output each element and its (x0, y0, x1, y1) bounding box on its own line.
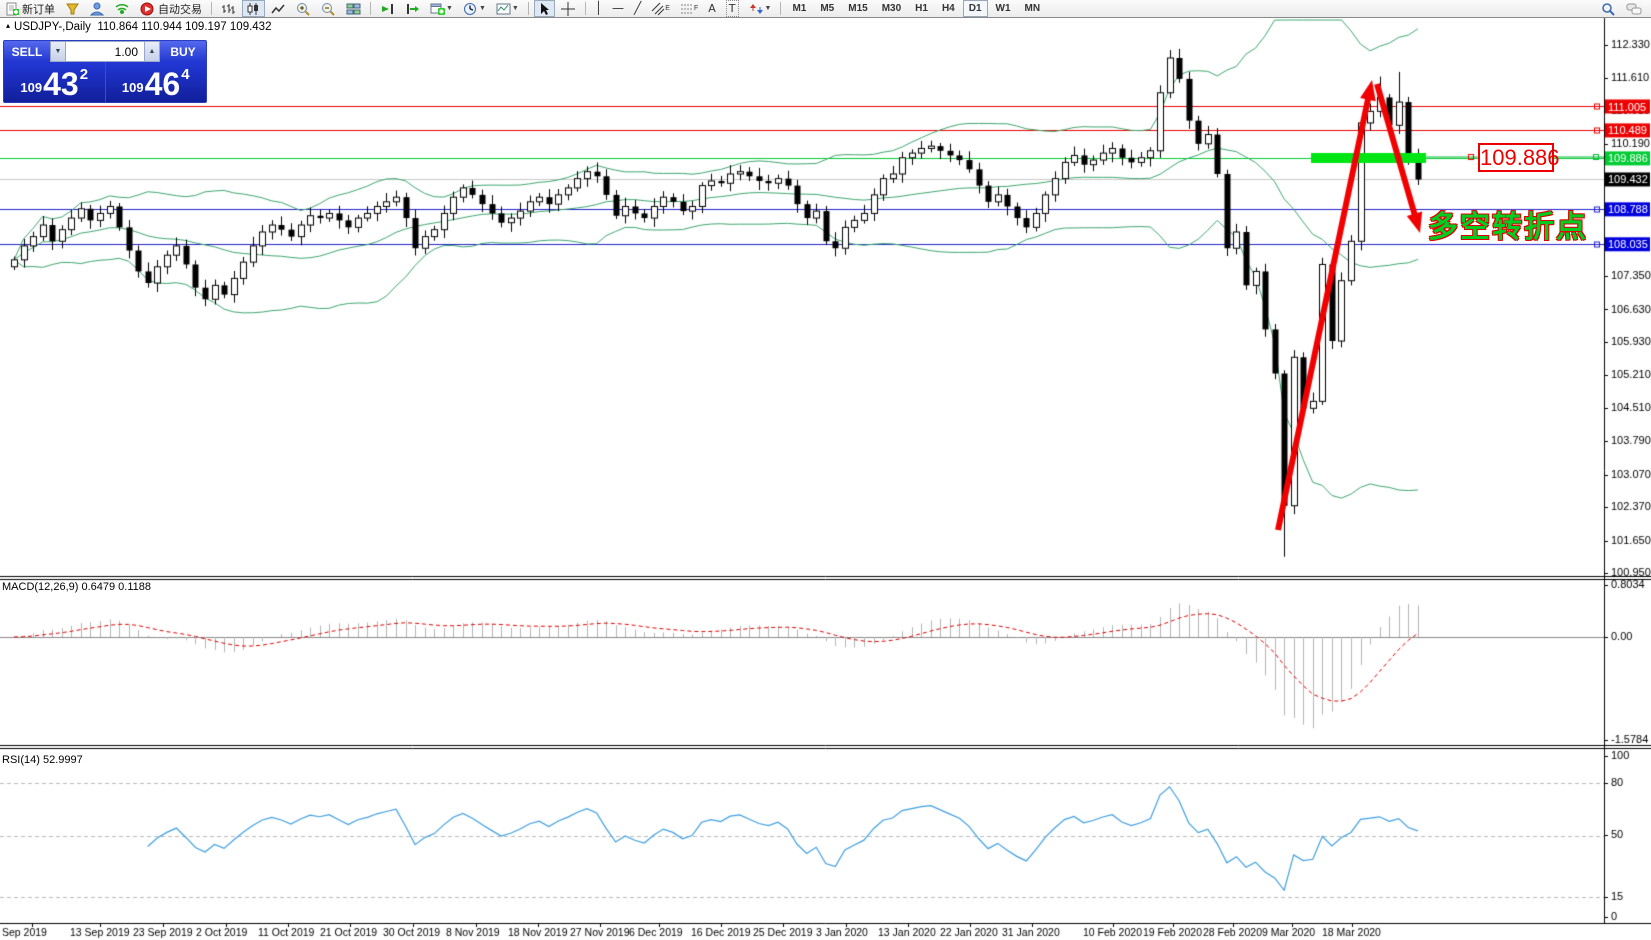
cursor-icon (538, 2, 551, 16)
text-tool-button[interactable]: A (704, 0, 720, 17)
new-order-label: 新订单 (22, 3, 55, 16)
line-chart-icon (271, 2, 286, 16)
bid-prefix: 109 (20, 80, 43, 95)
trendline-tool-button[interactable]: ╱ (630, 0, 645, 17)
vertical-line-tool-button[interactable]: │ (591, 0, 606, 17)
arrows-tool-button[interactable]: ▼ (745, 0, 776, 17)
macd-label: MACD(12,26,9) 0.6479 0.1188 (2, 581, 151, 593)
text-label-icon: T (725, 0, 739, 17)
zoom-out-button[interactable] (317, 0, 340, 17)
clock-icon (463, 2, 478, 16)
channel-tool-button[interactable]: E (647, 0, 674, 17)
crosshair-icon (560, 1, 576, 16)
candle-chart-type-button[interactable] (242, 0, 265, 17)
template-caret: ▼ (511, 5, 519, 12)
fibonacci-sub-label: F (693, 5, 699, 12)
channel-sub-label: E (665, 5, 670, 12)
bar-chart-icon (221, 2, 236, 16)
timeframe-bar: M1 M5 M15 M30 H1 H4 D1 W1 MN (785, 0, 1047, 17)
tf-mn[interactable]: MN (1024, 3, 1041, 14)
signals-button[interactable] (111, 0, 134, 17)
collapse-marker-icon[interactable]: ▴ (6, 21, 11, 30)
ask-big: 46 (144, 66, 181, 102)
zoom-out-icon (321, 2, 336, 16)
person-icon (90, 2, 105, 16)
horizontal-line-icon: — (612, 1, 625, 15)
new-chart-button[interactable]: ▼ (426, 0, 457, 17)
fibonacci-icon (680, 2, 694, 16)
ask-sup: 4 (181, 66, 190, 83)
symbol-period-label: USDJPY-,Daily (14, 21, 91, 33)
bar-chart-type-button[interactable] (217, 0, 240, 17)
candlestick-chart-icon (246, 2, 261, 16)
tf-w1[interactable]: W1 (995, 3, 1011, 14)
chat-icon (1626, 2, 1642, 16)
auto-scroll-button[interactable] (376, 0, 399, 17)
zoom-in-icon (296, 2, 311, 16)
tf-m1[interactable]: M1 (792, 3, 807, 14)
volume-up-button[interactable]: ▲ (144, 41, 160, 62)
toolbar: 新订单 自动交易 (0, 0, 1651, 18)
chat-button[interactable] (1622, 0, 1646, 17)
tf-d1[interactable]: D1 (962, 0, 988, 17)
period-button[interactable]: ▼ (459, 0, 490, 17)
new-order-icon (5, 2, 19, 16)
autotrading-label: 自动交易 (158, 3, 202, 16)
auto-scroll-icon (380, 2, 395, 16)
horizontal-line-tool-button[interactable]: — (608, 0, 628, 17)
vertical-line-icon: │ (594, 1, 603, 15)
crosshair-tool-button[interactable] (557, 0, 580, 17)
ask-price[interactable]: 109 46 4 (106, 62, 207, 102)
channel-icon (651, 2, 665, 16)
reversal-point-annotation[interactable]: 多空转折点 (1428, 211, 1588, 244)
arrows-icon (749, 2, 764, 16)
template-icon (496, 2, 511, 16)
chart-shift-button[interactable] (401, 0, 424, 17)
accounts-button[interactable] (86, 0, 109, 17)
trendline-icon: ╱ (634, 1, 642, 15)
new-chart-caret: ▼ (446, 5, 453, 12)
tile-windows-icon (346, 2, 361, 16)
line-chart-type-button[interactable] (267, 0, 290, 17)
fibonacci-tool-button[interactable]: F (676, 0, 702, 17)
bid-big: 43 (43, 66, 79, 102)
period-caret: ▼ (478, 5, 486, 12)
tf-m15[interactable]: M15 (848, 3, 868, 14)
text-label-tool-button[interactable]: T (722, 0, 743, 17)
tf-m30[interactable]: M30 (881, 3, 902, 14)
ohlc-values: 110.864 110.944 109.197 109.432 (97, 21, 272, 33)
bid-price[interactable]: 109 43 2 (4, 62, 106, 102)
cursor-tool-button[interactable] (533, 0, 555, 17)
autotrading-button[interactable]: 自动交易 (136, 0, 206, 17)
sell-button[interactable]: SELL (4, 41, 50, 62)
autotrading-icon (140, 2, 155, 16)
tf-h4[interactable]: H4 (941, 3, 955, 14)
tf-h1[interactable]: H1 (915, 3, 928, 14)
signal-icon (115, 2, 130, 16)
search-icon (1601, 2, 1616, 16)
text-tool-icon: A (708, 2, 716, 15)
template-button[interactable]: ▼ (492, 0, 523, 17)
volume-down-button[interactable]: ▼ (50, 41, 66, 62)
rsi-label: RSI(14) 52.9997 (2, 754, 83, 766)
tf-m5[interactable]: M5 (820, 3, 835, 14)
chart-title: ▴ USDJPY-,Daily 110.864 110.944 109.197 1… (6, 21, 271, 33)
tile-windows-button[interactable] (342, 0, 365, 17)
one-click-trading-panel: SELL ▼ 1.00 ▲ BUY 109 43 2 109 46 4 (3, 40, 207, 103)
chart-shift-icon (405, 2, 420, 16)
search-button[interactable] (1597, 0, 1620, 17)
zoom-in-button[interactable] (292, 0, 315, 17)
new-order-button[interactable]: 新订单 (1, 0, 59, 17)
buy-button[interactable]: BUY (160, 41, 206, 62)
new-chart-icon (430, 2, 445, 16)
history-center-button[interactable] (61, 0, 84, 17)
arrows-caret: ▼ (764, 5, 772, 12)
gold-funnel-icon (65, 2, 80, 16)
volume-input[interactable]: 1.00 (66, 41, 144, 62)
price-callout-box[interactable]: 109.886 (1478, 143, 1560, 172)
ask-prefix: 109 (121, 80, 144, 95)
bid-sup: 2 (79, 66, 89, 83)
